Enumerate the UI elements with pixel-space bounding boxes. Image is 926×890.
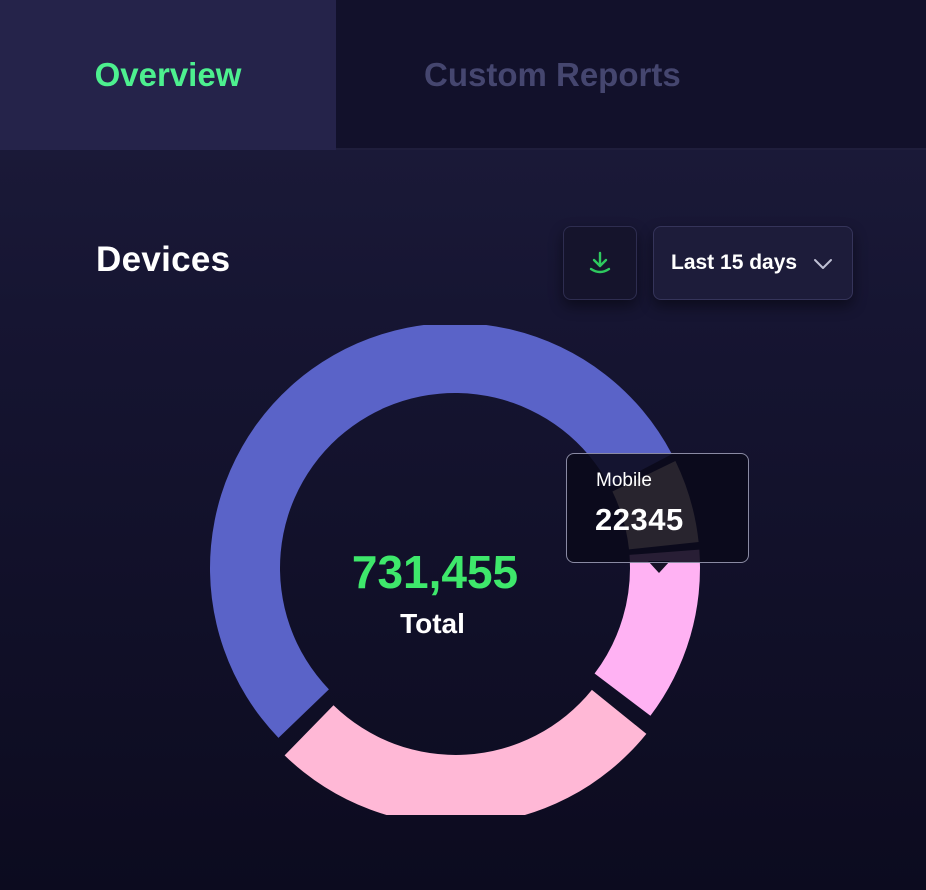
segment-tooltip: Mobile 22345 [566, 453, 749, 563]
tab-divider [336, 148, 926, 150]
chevron-down-icon [814, 259, 832, 269]
total-value: 731,455 [351, 546, 519, 598]
download-icon [589, 251, 611, 274]
tab-custom-reports[interactable]: Custom Reports [336, 0, 926, 150]
tooltip-label: Mobile [596, 470, 652, 491]
date-range-select[interactable]: Last 15 days [653, 226, 853, 300]
donut-slice[interactable] [594, 549, 700, 716]
tab-overview[interactable]: Overview [0, 0, 336, 150]
donut-slice[interactable] [210, 325, 672, 738]
date-range-value: Last 15 days [671, 251, 798, 274]
card-title: Devices [96, 240, 231, 279]
tooltip-pointer [648, 561, 670, 573]
total-label: Total [400, 608, 465, 639]
donut-slice[interactable] [284, 689, 647, 815]
tab-bar: Overview Custom Reports [0, 0, 926, 150]
download-button[interactable] [563, 226, 637, 300]
tooltip-value: 22345 [595, 502, 684, 537]
